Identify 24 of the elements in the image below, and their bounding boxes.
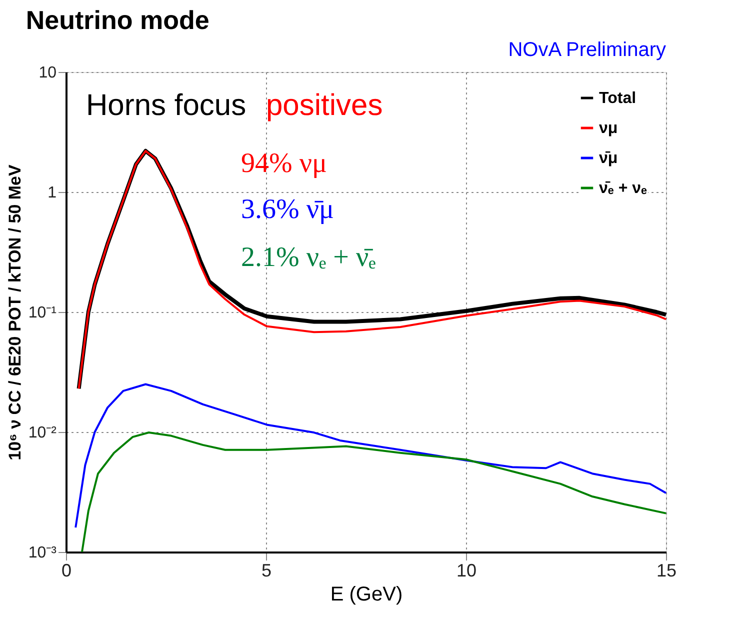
y-axis-title: 10⁶ ν CC / 6E20 POT / kTON / 50 MeV (5, 164, 24, 460)
x-tick-label: 5 (261, 560, 272, 580)
y-tick-label: 10⁻³ (28, 544, 58, 562)
x-axis-title: E (GeV) (330, 584, 403, 606)
y-tick-label: 10⁻² (28, 424, 58, 442)
annotation: 94% νμ (241, 148, 327, 179)
y-tick-label: 1 (48, 184, 57, 202)
annotation: 3.6% ν̄μ (241, 194, 334, 225)
line-series (81, 432, 667, 553)
x-tick-label: 0 (61, 560, 72, 580)
line-series (74, 383, 667, 529)
legend-label: ν̄ₑ + νₑ (599, 180, 648, 197)
legend-label: νμ (599, 120, 618, 137)
legend-label: Total (599, 90, 636, 107)
text: NOvA Preliminary (508, 39, 666, 61)
y-tick-label: 10 (38, 64, 57, 82)
x-tick-label: 10 (456, 560, 477, 580)
x-tick-label: 15 (656, 560, 677, 580)
annotation: positives (266, 89, 383, 122)
chart-title: Neutrino mode (26, 5, 210, 35)
legend-label: ν̄μ (599, 150, 618, 167)
annotation: 2.1% νₑ + ν̄ₑ (241, 242, 376, 273)
y-tick-label: 10⁻¹ (28, 304, 56, 322)
annotation: Horns focus (86, 89, 246, 122)
